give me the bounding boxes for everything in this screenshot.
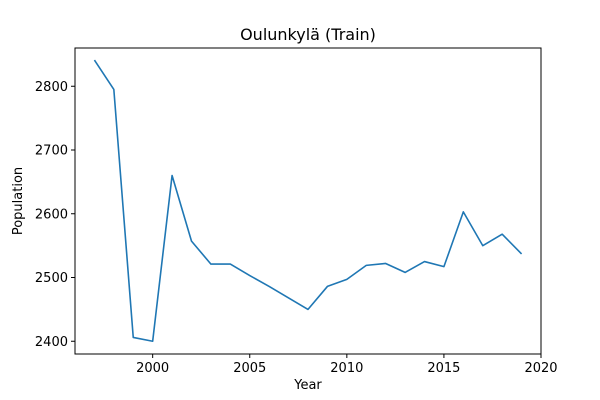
y-tick-label: 2400 [35,335,68,350]
x-tick-label: 2000 [136,361,169,376]
plot-area [93,59,523,343]
population-series-line [93,59,523,343]
x-tick-label: 2010 [330,361,363,376]
y-tick-label: 2700 [35,144,68,159]
y-axis-ticks: 2400 2500 2600 2700 2800 [35,80,75,350]
x-axis-label: Year [293,378,322,393]
x-tick-label: 2005 [233,361,266,376]
x-axis-ticks: 2000 2005 2010 2015 2020 [136,354,558,376]
chart-title: Oulunkylä (Train) [240,25,376,44]
y-axis-label: Population [11,167,26,235]
plot-frame [74,47,542,355]
x-tick-label: 2015 [427,361,460,376]
y-tick-label: 2600 [35,207,68,222]
y-tick-label: 2800 [35,80,68,95]
y-tick-label: 2500 [35,271,68,286]
x-tick-label: 2020 [524,361,557,376]
